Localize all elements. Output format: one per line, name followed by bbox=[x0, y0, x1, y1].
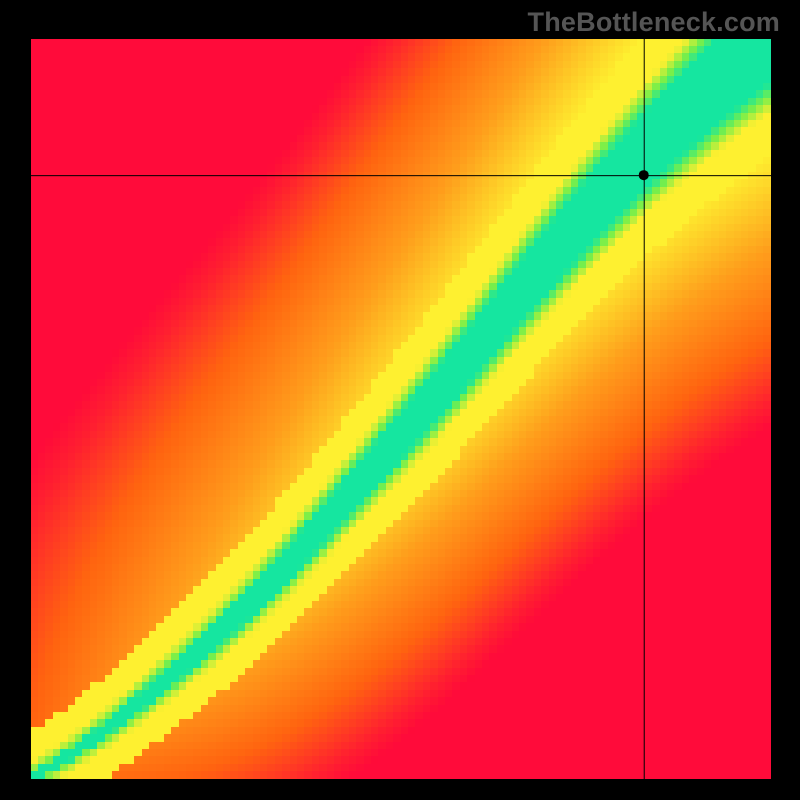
bottleneck-heatmap bbox=[31, 39, 771, 779]
chart-container: TheBottleneck.com bbox=[0, 0, 800, 800]
source-watermark: TheBottleneck.com bbox=[528, 7, 780, 38]
